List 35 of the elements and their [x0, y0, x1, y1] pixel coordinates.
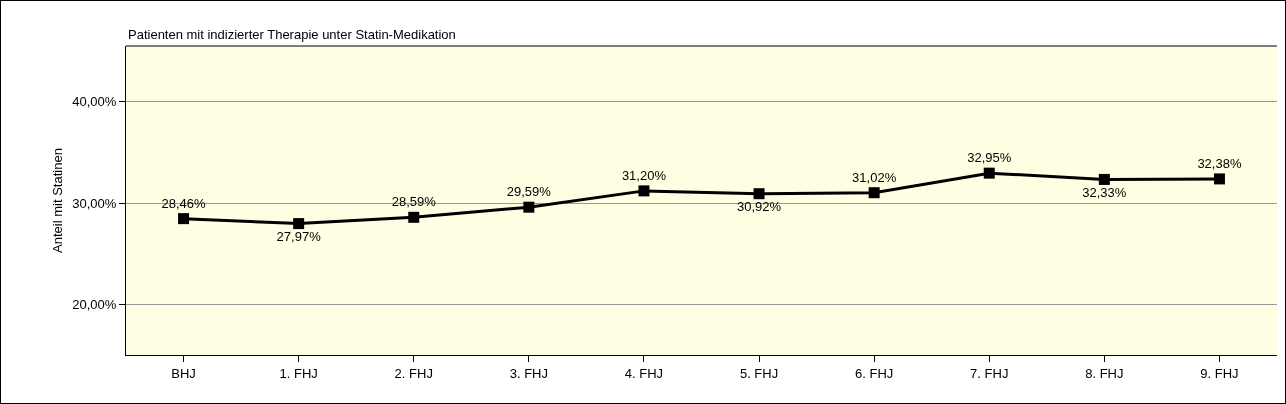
data-label: 31,20% — [621, 167, 667, 183]
point — [753, 188, 765, 200]
y-tick-label: 30,00% — [72, 195, 117, 211]
point — [178, 213, 190, 225]
y-tick-label: 40,00% — [72, 94, 117, 110]
data-label: 30,92% — [737, 199, 782, 215]
data-label: 31,02% — [852, 169, 897, 185]
data-label: 28,59% — [391, 194, 437, 210]
x-tick-label: 7. FHJ — [970, 365, 1009, 381]
x-tick-label: 4. FHJ — [624, 365, 664, 381]
x-tick-label: 2. FHJ — [394, 365, 433, 381]
point — [1098, 173, 1110, 185]
point — [1213, 173, 1225, 185]
point — [523, 201, 535, 213]
data-label: 32,38% — [1197, 155, 1242, 171]
point — [983, 167, 995, 179]
data-label: 32,95% — [967, 150, 1012, 166]
x-tick-label: 5. FHJ — [739, 365, 779, 381]
point — [868, 187, 880, 199]
point — [638, 185, 650, 197]
x-tick-label: 8. FHJ — [1085, 365, 1124, 381]
data-label: 29,59% — [506, 184, 552, 200]
y-axis-title: Anteil mit Statinen — [50, 148, 66, 253]
x-tick-label: 6. FHJ — [855, 365, 894, 381]
x-tick-label: 3. FHJ — [509, 365, 548, 381]
y-tick-label: 20,00% — [72, 296, 117, 312]
x-tick-label: 9. FHJ — [1200, 365, 1239, 381]
x-tick-label: BHJ — [171, 365, 196, 381]
point — [408, 211, 420, 223]
data-label: 32,33% — [1082, 185, 1127, 201]
chart-title: Patienten mit indizierter Therapie unter Statin-Medikation — [128, 27, 456, 42]
data-label: 27,97% — [276, 229, 322, 245]
x-tick-label: 1. FHJ — [279, 365, 318, 381]
data-label: 28,46% — [161, 195, 207, 211]
point — [293, 218, 305, 230]
